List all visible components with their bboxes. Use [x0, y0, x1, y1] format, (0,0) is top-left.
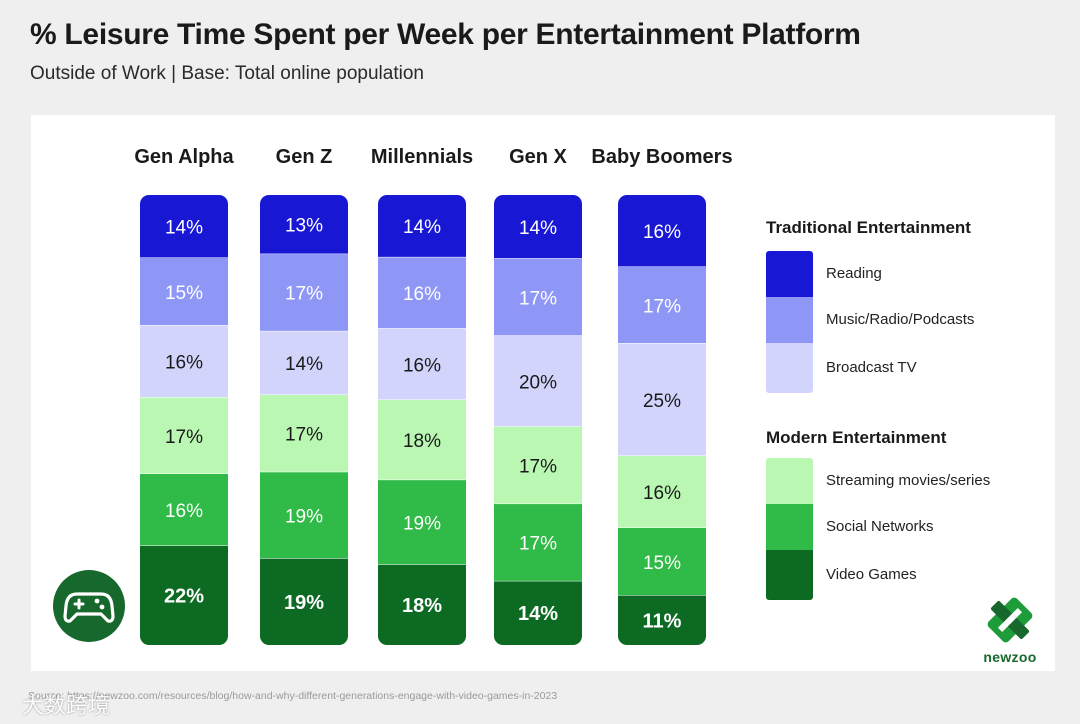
data-label: 18% — [403, 431, 441, 452]
legend-label: Social Networks — [826, 518, 934, 535]
bar-segment — [378, 564, 466, 645]
data-label: 17% — [519, 288, 557, 309]
legend-label: Reading — [826, 265, 882, 282]
data-label: 13% — [285, 216, 323, 237]
data-label: 14% — [403, 217, 441, 238]
data-label: 15% — [165, 283, 203, 304]
bar-segment — [618, 456, 706, 529]
chart-title: % Leisure Time Spent per Week per Entert… — [30, 18, 861, 51]
legend-label: Streaming movies/series — [826, 472, 991, 489]
bar-segment — [494, 258, 582, 337]
data-label: 17% — [519, 456, 557, 477]
data-label: 25% — [643, 391, 681, 412]
data-label: 17% — [165, 427, 203, 448]
bar-segment — [494, 581, 582, 645]
bar-segment — [494, 335, 582, 428]
data-label: 16% — [643, 483, 681, 504]
category-label: Baby Boomers — [591, 146, 732, 168]
bar-segment — [260, 195, 348, 255]
data-label: 19% — [284, 592, 324, 614]
stacked-bar-chart: Gen Alpha 14% 15% 16% 17% 16% 22% Gen Z 13% 17% 14… — [134, 146, 733, 645]
gamepad-icon — [53, 570, 125, 642]
chart-subtitle: Outside of Work | Base: Total online pop… — [30, 63, 424, 84]
legend-swatch — [766, 550, 813, 600]
legend-swatch — [766, 251, 813, 297]
bar-segment — [618, 528, 706, 596]
newzoo-logo: newzoo — [978, 592, 1042, 665]
data-label: 18% — [402, 595, 442, 617]
legend-label: Video Games — [826, 566, 917, 583]
category-label: Gen Alpha — [134, 146, 234, 168]
bar-segment — [260, 472, 348, 560]
stacked-bar — [618, 195, 706, 645]
legend-swatch — [766, 343, 813, 393]
data-label: 20% — [519, 372, 557, 393]
bar-segment — [378, 257, 466, 330]
data-label: 17% — [285, 425, 323, 446]
bar-segment — [140, 397, 228, 475]
bar-segment — [494, 195, 582, 260]
chart-card: Gen Alpha 14% 15% 16% 17% 16% 22% Gen Z 13% 17% 14… — [31, 115, 1055, 671]
watermark: 大数跨境 — [22, 693, 111, 718]
bar-segment — [618, 343, 706, 457]
data-label: 16% — [165, 353, 203, 374]
bar-segment — [140, 325, 228, 398]
legend-modern-title: Modern Entertainment — [766, 428, 947, 447]
legend-label: Music/Radio/Podcasts — [826, 311, 975, 328]
legend-traditional-title: Traditional Entertainment — [766, 218, 971, 237]
bar-segment — [618, 195, 706, 268]
newzoo-logo-icon — [987, 597, 1033, 643]
data-label: 14% — [518, 603, 558, 625]
stacked-bar — [140, 195, 228, 645]
data-label: 19% — [403, 513, 441, 534]
bar-segment — [618, 267, 706, 344]
data-label: 11% — [643, 610, 682, 632]
data-label: 16% — [165, 501, 203, 522]
legend-label: Broadcast TV — [826, 359, 917, 376]
data-label: 14% — [165, 218, 203, 239]
category-label: Millennials — [371, 146, 473, 168]
stacked-bar — [378, 195, 466, 645]
legend-swatch — [766, 297, 813, 343]
data-label: 16% — [403, 355, 441, 376]
bar-segment — [378, 328, 466, 401]
bar-segment — [140, 195, 228, 259]
bar-segment — [378, 195, 466, 258]
source-citation: Source: https://newzoo.com/resources/blo… — [28, 690, 558, 702]
bar-segment — [378, 399, 466, 481]
bar-segment — [260, 395, 348, 473]
stacked-bar — [260, 195, 348, 645]
bar-segment — [494, 504, 582, 582]
category-label: Gen Z — [276, 146, 333, 168]
bar-segment — [260, 331, 348, 396]
bar-segment — [260, 558, 348, 645]
data-label: 22% — [164, 586, 204, 608]
bar-segment — [140, 474, 228, 547]
data-label: 14% — [519, 218, 557, 239]
data-label: 17% — [519, 534, 557, 555]
data-label: 17% — [643, 296, 681, 317]
data-label: 14% — [285, 354, 323, 375]
data-label: 16% — [403, 284, 441, 305]
data-label: 16% — [643, 222, 681, 243]
legend-swatch — [766, 504, 813, 550]
legend-swatch — [766, 458, 813, 504]
bar-segment — [494, 426, 582, 505]
bar-segment — [378, 480, 466, 566]
bar-segment — [618, 595, 706, 645]
bar-segment — [260, 254, 348, 332]
data-label: 15% — [643, 553, 681, 574]
newzoo-logo-text: newzoo — [983, 649, 1037, 665]
bar-segment — [140, 546, 228, 645]
data-label: 17% — [285, 284, 323, 305]
bar-segment — [140, 258, 228, 326]
data-label: 19% — [285, 506, 323, 527]
stacked-bar — [494, 195, 582, 645]
category-label: Gen X — [509, 146, 567, 168]
